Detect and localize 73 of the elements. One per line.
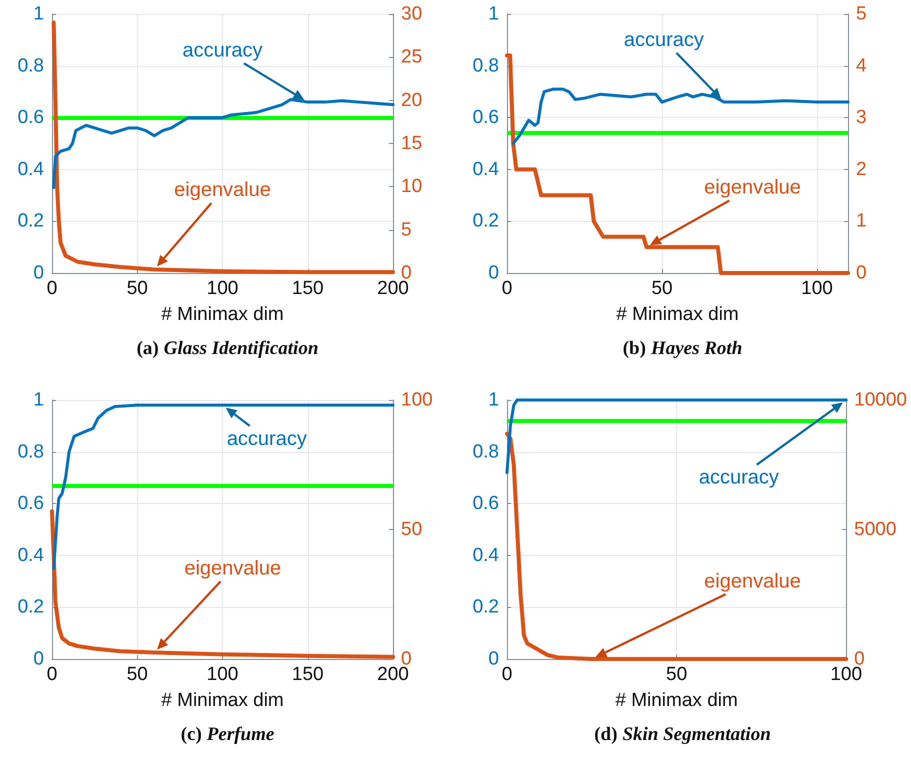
y2-tick-label: 20: [401, 90, 422, 111]
y-tick-label: 0.8: [18, 55, 44, 76]
y-tick-label: 0.4: [18, 158, 44, 180]
text: eigenvalue: [184, 556, 282, 579]
y2-tick-label: 50: [401, 518, 422, 540]
y2-tick-label: 3: [856, 107, 867, 128]
y2-tick-label: 15: [401, 133, 422, 154]
x-tick-label: 100: [801, 278, 833, 299]
y-tick-label: 0.4: [472, 544, 500, 566]
y-tick-label: 1: [488, 4, 499, 24]
y-tick-label: 0.2: [472, 596, 499, 618]
y-tick-label: 0: [488, 262, 499, 284]
y-tick-label: 1: [488, 389, 499, 410]
x-tick-label: 50: [651, 278, 673, 299]
x-tick-label: 100: [206, 278, 238, 299]
y2-tick-label: 10000: [854, 389, 908, 410]
text: eigenvalue: [174, 179, 271, 202]
x-tick-label: 50: [126, 278, 148, 299]
x-axis-title: # Minimax dim: [616, 304, 739, 325]
text: accuracy: [182, 39, 263, 62]
x-tick-label: 100: [830, 664, 862, 684]
x-axis-title: # Minimax dim: [161, 304, 284, 325]
y-tick-label: 0.6: [472, 107, 499, 128]
x-axis-title: # Minimax dim: [615, 690, 738, 710]
line-series: [512, 88, 850, 145]
y-tick-label: 0.6: [18, 107, 44, 128]
y2-tick-label: 0: [856, 262, 867, 284]
text: (a) Glass Identification: [136, 338, 318, 359]
y-tick-label: 0.2: [18, 596, 44, 618]
x-tick-label: 0: [502, 278, 512, 299]
series-label: accuracy: [226, 427, 307, 450]
x-tick-label: 150: [292, 278, 324, 299]
y-tick-label: 0.2: [18, 210, 44, 232]
text: (c) Perfume: [180, 724, 275, 744]
x-tick-label: 150: [292, 664, 324, 684]
x-tick-label: 200: [377, 664, 409, 684]
y2-tick-label: 25: [401, 46, 422, 68]
y-tick-label: 0.6: [472, 492, 499, 514]
y-tick-label: 0.8: [472, 440, 499, 462]
y-tick-label: 0.8: [472, 55, 499, 76]
y-tick-label: 0.4: [18, 544, 44, 566]
x-tick-label: 100: [206, 664, 238, 684]
y2-tick-label: 2: [856, 158, 867, 180]
text: (d) Skin Segmentation: [594, 724, 771, 744]
text: eigenvalue: [704, 570, 801, 592]
x-tick-label: 0: [46, 278, 58, 299]
x-tick-label: 50: [126, 664, 148, 684]
line-series: [506, 398, 848, 474]
y2-tick-label: 5: [856, 4, 867, 24]
text: accuracy: [698, 466, 779, 488]
y2-tick-label: 1: [856, 210, 867, 232]
y-tick-label: 0: [33, 648, 44, 669]
y2-tick-label: 30: [401, 4, 422, 24]
x-tick-label: 0: [502, 664, 512, 684]
text: eigenvalue: [704, 176, 801, 199]
x-axis-title: # Minimax dim: [161, 690, 284, 710]
y-tick-label: 0.6: [18, 492, 44, 514]
x-tick-label: 0: [46, 664, 58, 684]
y-tick-label: 1: [33, 4, 44, 24]
text: (b) Hayes Roth: [622, 338, 742, 359]
y2-tick-label: 5: [401, 219, 412, 240]
x-tick-label: 50: [666, 664, 688, 684]
y-tick-label: 0.4: [472, 158, 500, 180]
y-tick-label: 0.8: [18, 440, 44, 462]
y-tick-label: 1: [33, 389, 44, 410]
y2-tick-label: 5000: [854, 518, 896, 540]
y2-tick-label: 4: [856, 55, 867, 76]
text: accuracy: [624, 28, 704, 51]
y2-tick-label: 100: [401, 389, 433, 410]
y-tick-label: 0: [33, 262, 44, 284]
y-tick-label: 0: [488, 648, 499, 669]
y-tick-label: 0.2: [472, 210, 499, 232]
y2-tick-label: 10: [401, 176, 422, 198]
